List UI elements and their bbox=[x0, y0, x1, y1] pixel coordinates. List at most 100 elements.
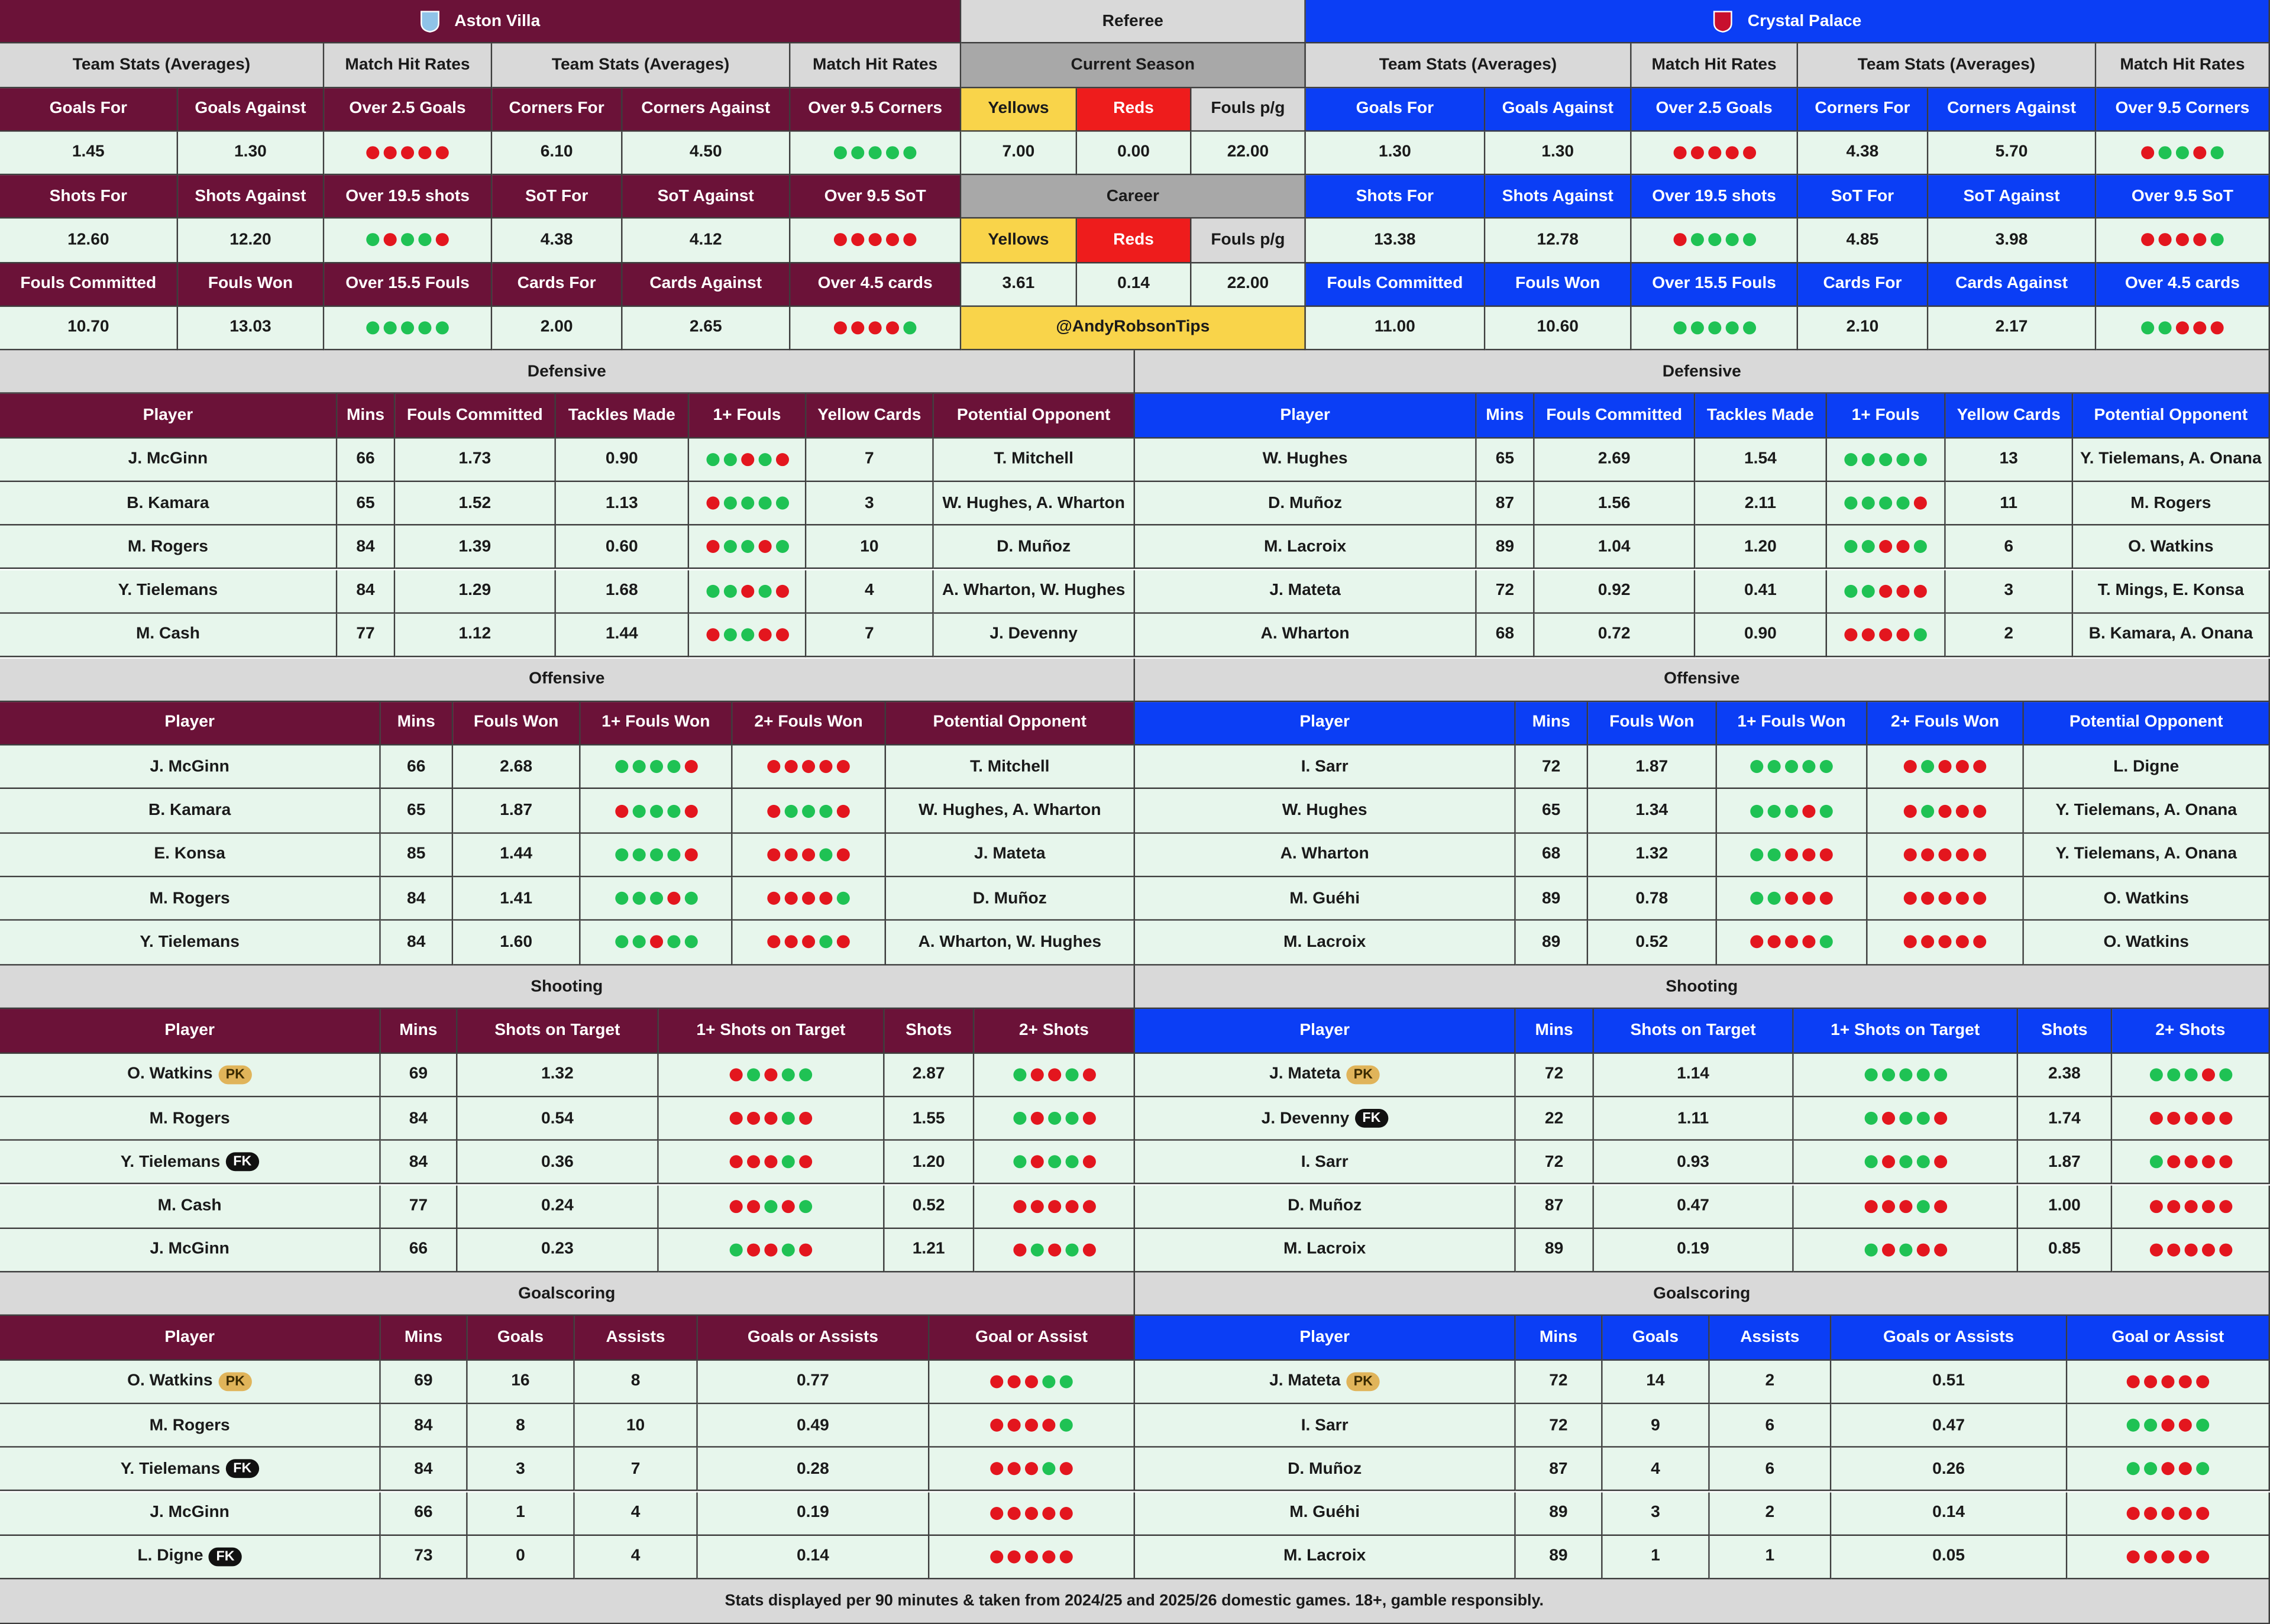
referee-header: Reds bbox=[1077, 219, 1192, 263]
hit-rate-cell bbox=[2067, 1448, 2270, 1492]
value-cell-text: 2.10 bbox=[1846, 319, 1879, 337]
hit-rate-cell bbox=[2096, 131, 2270, 176]
hit-dot bbox=[632, 847, 645, 861]
hit-dot bbox=[775, 584, 788, 598]
player-cell: Y. Tielemans FK bbox=[0, 1141, 381, 1185]
hit-dot bbox=[2196, 1550, 2210, 1564]
hit-rate-cell bbox=[2112, 1185, 2270, 1229]
value-cell: 4.12 bbox=[622, 219, 791, 263]
team-header-text: Crystal Palace bbox=[1747, 12, 1862, 30]
value-cell: 3.98 bbox=[1928, 219, 2097, 263]
value-cell: 7 bbox=[806, 613, 934, 658]
value-cell: 87 bbox=[1476, 481, 1535, 526]
hit-dot bbox=[1938, 847, 1952, 861]
hit-dot bbox=[1933, 1067, 1946, 1081]
column-header: Yellow Cards bbox=[1945, 394, 2074, 438]
value-cell-text: 3 bbox=[1651, 1504, 1660, 1522]
hit-dot bbox=[1921, 760, 1935, 774]
stat-header-text: Shots Against bbox=[1502, 187, 1613, 205]
hit-dot bbox=[418, 321, 432, 335]
hit-dot bbox=[784, 892, 798, 905]
value-cell-text: 7 bbox=[630, 1460, 641, 1478]
column-header-text: Potential Opponent bbox=[956, 406, 1111, 425]
value-cell-text: B. Kamara, A. Onana bbox=[2088, 626, 2253, 643]
column-header-text: Fouls Won bbox=[473, 714, 559, 732]
hit-dot bbox=[684, 892, 697, 905]
value-cell-text: 2 bbox=[1765, 1504, 1775, 1522]
column-header-text: 1+ Fouls bbox=[1851, 406, 1920, 425]
column-header: Player bbox=[0, 394, 338, 438]
hit-dot bbox=[781, 1111, 795, 1125]
hit-rate-cell bbox=[1826, 570, 1946, 614]
hit-dot bbox=[1881, 1111, 1894, 1125]
value-cell: B. Kamara, A. Onana bbox=[2073, 613, 2270, 658]
value-cell-text: 3 bbox=[516, 1460, 525, 1478]
value-cell-text: 1.52 bbox=[458, 494, 491, 512]
value-cell: 0.24 bbox=[457, 1185, 659, 1229]
player-cell: M. Rogers bbox=[0, 525, 338, 570]
stat-header-text: Goals For bbox=[1356, 100, 1434, 118]
hit-dot bbox=[1819, 847, 1833, 861]
player-cell: J. Mateta PK bbox=[1134, 1053, 1516, 1098]
value-cell: 85 bbox=[380, 833, 454, 878]
hit-dot bbox=[2178, 1374, 2192, 1388]
hit-dot bbox=[1973, 760, 1987, 774]
stat-header: Fouls Committed bbox=[0, 263, 179, 307]
hit-rate-cell bbox=[689, 570, 807, 614]
player-cell-text: A. Wharton bbox=[1260, 626, 1350, 643]
value-cell: 66 bbox=[337, 438, 396, 482]
player-cell: I. Sarr bbox=[1134, 745, 1516, 790]
column-header: Yellow Cards bbox=[806, 394, 934, 438]
hit-dot bbox=[784, 847, 798, 861]
player-cell-text: Y. Tielemans bbox=[120, 1153, 221, 1171]
hit-dot bbox=[667, 847, 680, 861]
hit-dot bbox=[1879, 496, 1893, 510]
value-cell-text: 12.78 bbox=[1537, 231, 1579, 249]
value-cell: 0.90 bbox=[555, 438, 690, 482]
value-cell: T. Mitchell bbox=[885, 745, 1135, 790]
player-cell-text: J. McGinn bbox=[150, 1241, 229, 1259]
value-cell-text: 0.36 bbox=[541, 1153, 574, 1171]
value-cell: 0.19 bbox=[697, 1492, 930, 1536]
hit-dot bbox=[2158, 321, 2172, 335]
hit-dot bbox=[2210, 233, 2224, 247]
hit-dot bbox=[615, 760, 628, 774]
hit-dot bbox=[1844, 452, 1858, 466]
hit-dot bbox=[418, 233, 432, 247]
hit-rate-cell bbox=[974, 1053, 1135, 1098]
value-cell-text: J. Mateta bbox=[974, 846, 1046, 863]
value-cell: 11 bbox=[1945, 481, 2074, 526]
value-cell: 87 bbox=[1515, 1448, 1603, 1492]
hit-rate-cell bbox=[1716, 745, 1868, 790]
value-cell: 0.52 bbox=[1588, 921, 1717, 965]
hit-rate-cell bbox=[1793, 1228, 2019, 1273]
value-cell-text: 13 bbox=[1999, 450, 2018, 468]
hit-dot bbox=[1802, 847, 1816, 861]
hit-dot bbox=[435, 321, 449, 335]
hit-rate-cell bbox=[658, 1097, 885, 1141]
player-cell: B. Kamara bbox=[0, 789, 381, 834]
value-cell-text: 3.61 bbox=[1002, 275, 1035, 293]
value-cell-text: 1 bbox=[1651, 1548, 1660, 1566]
stat-header: Fouls Won bbox=[1485, 263, 1632, 307]
column-header: Mins bbox=[1515, 1316, 1603, 1360]
hit-dot bbox=[729, 1243, 743, 1257]
column-header: Player bbox=[0, 1316, 381, 1360]
player-cell: J. McGinn bbox=[0, 438, 338, 482]
hit-dot bbox=[740, 540, 754, 554]
value-cell: 6 bbox=[1709, 1404, 1832, 1448]
tag-badge: PK bbox=[218, 1065, 253, 1084]
column-header: Assists bbox=[574, 1316, 698, 1360]
hit-dot bbox=[1896, 496, 1910, 510]
column-header: Shots on Target bbox=[457, 1009, 659, 1053]
stat-header: SoT Against bbox=[1928, 175, 2097, 219]
hit-dot bbox=[799, 1111, 813, 1125]
value-cell-text: 1.30 bbox=[234, 144, 267, 161]
value-cell-text: 1.30 bbox=[1378, 144, 1411, 161]
player-cell: M. Cash bbox=[0, 613, 338, 658]
hit-dot bbox=[2196, 1462, 2210, 1476]
hit-dot bbox=[684, 847, 697, 861]
hit-dot bbox=[1065, 1067, 1078, 1081]
hit-rate-cell bbox=[1826, 613, 1946, 658]
value-cell-text: 0.41 bbox=[1744, 582, 1777, 600]
